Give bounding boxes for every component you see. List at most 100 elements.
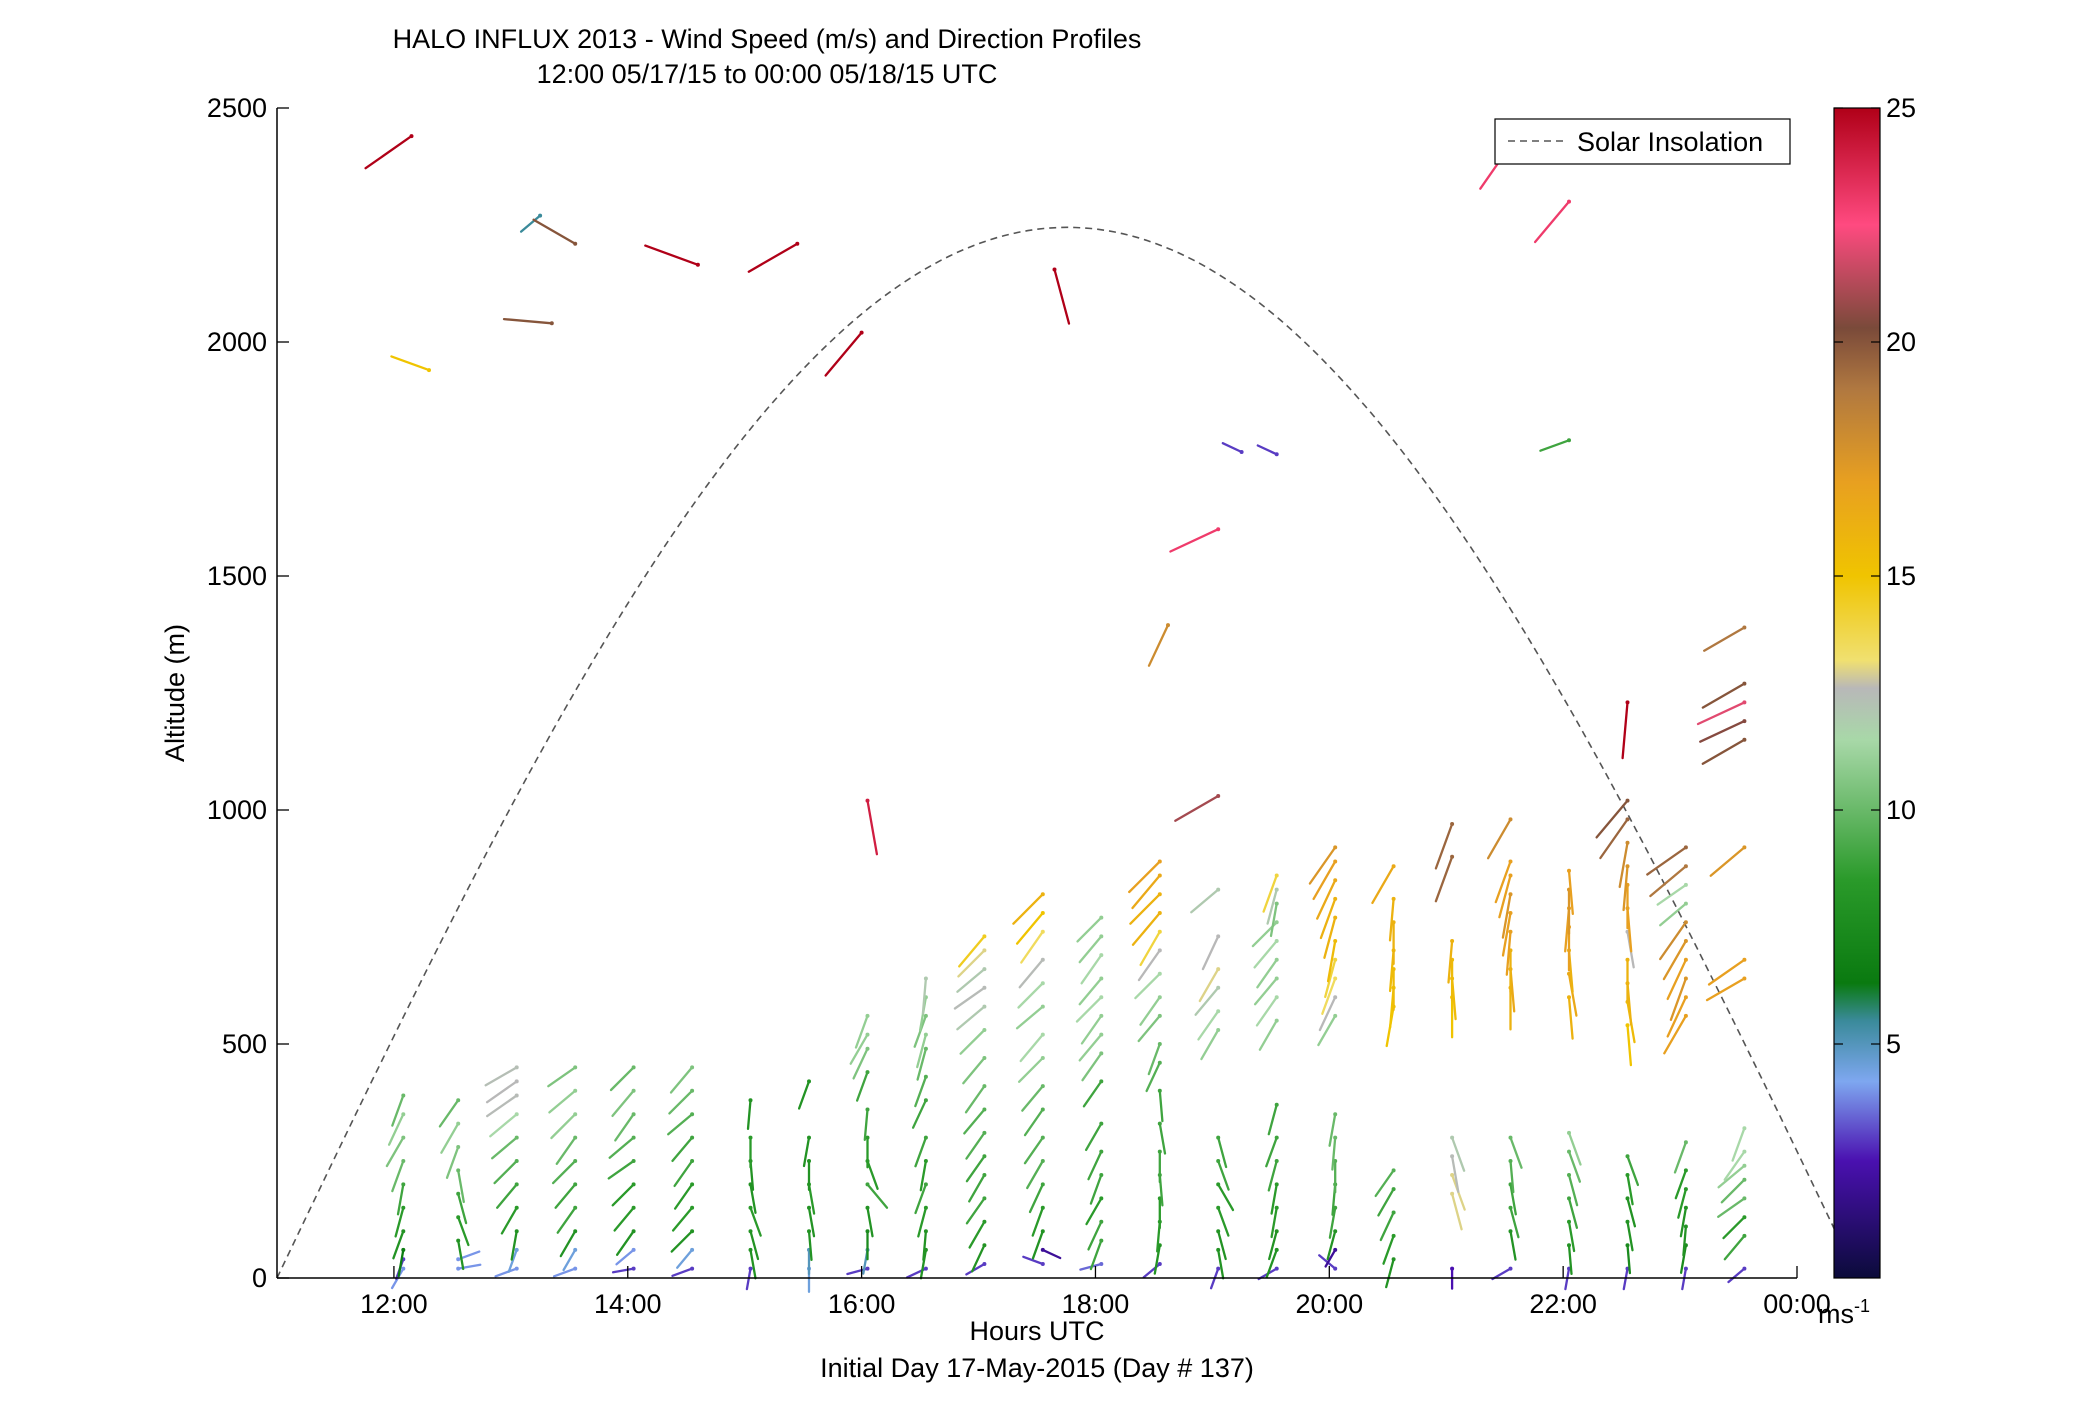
wind-barb-tip <box>1157 995 1162 1000</box>
wind-barb <box>1131 874 1161 910</box>
wind-barb-tip <box>1508 873 1513 878</box>
wind-barb <box>1626 1244 1632 1275</box>
wind-barb <box>1486 818 1512 860</box>
wind-barb <box>500 1206 518 1235</box>
wind-barb-tip <box>690 1112 695 1117</box>
wind-barb-tip <box>631 1205 636 1210</box>
wind-barb <box>1567 1131 1582 1166</box>
y-tick-label: 1500 <box>207 561 267 591</box>
wind-barb-tip <box>456 1098 461 1103</box>
wind-barb <box>1318 996 1337 1032</box>
wind-barb <box>917 1206 928 1238</box>
wind-barb <box>615 1248 635 1266</box>
wind-barb-tip <box>1742 845 1747 850</box>
wind-barb <box>1078 977 1103 1006</box>
y-axis-label: Altitude (m) <box>160 624 190 762</box>
wind-barb <box>1053 268 1071 325</box>
wind-barb <box>1256 444 1278 456</box>
wind-barb <box>1681 1267 1688 1291</box>
wind-barb-tip <box>538 213 543 218</box>
wind-barb-tip <box>631 1182 636 1187</box>
wind-barb <box>1567 1197 1579 1229</box>
wind-barb-tip <box>923 1098 928 1103</box>
wind-barb <box>1015 911 1044 945</box>
wind-barb <box>1567 1173 1579 1207</box>
wind-barb <box>1723 1234 1746 1261</box>
wind-barb-tip <box>1683 920 1688 925</box>
wind-barb-tip <box>1333 845 1338 850</box>
wind-barb-tip <box>1683 1224 1688 1229</box>
wind-barb <box>1128 860 1161 894</box>
wind-barb <box>1323 916 1337 959</box>
wind-barb-tip <box>1157 873 1162 878</box>
wind-barb <box>1266 888 1278 925</box>
wind-barb <box>1324 958 1337 999</box>
wind-barb <box>1308 846 1337 885</box>
wind-barb <box>548 1089 577 1114</box>
wind-barb <box>1567 972 1578 1017</box>
wind-barb <box>749 1248 757 1280</box>
wind-barb <box>1659 921 1688 961</box>
wind-barb <box>1494 860 1512 904</box>
wind-barb <box>1270 1183 1278 1215</box>
wind-barb <box>364 134 413 170</box>
wind-barb <box>551 1159 577 1185</box>
wind-barb <box>1621 701 1629 760</box>
wind-barb-tip <box>1683 1205 1688 1210</box>
wind-barb-tip <box>409 134 414 139</box>
wind-barb <box>1081 1052 1103 1082</box>
wind-barb <box>1137 1014 1161 1043</box>
wind-barb <box>1031 1230 1044 1260</box>
wind-barb-tip <box>1333 1229 1338 1234</box>
wind-barb <box>1268 1230 1278 1261</box>
wind-barb-tip <box>1742 1266 1747 1271</box>
wind-barb-tip <box>573 1159 578 1163</box>
wind-barb-tip <box>1157 859 1162 864</box>
x-axis-ticks: 12:00 14:00 16:00 18:00 20:00 22:00 00:00 <box>360 1266 1831 1319</box>
wind-barb-tip <box>982 1173 987 1177</box>
wind-barb <box>1031 1206 1044 1237</box>
wind-barb-tip <box>807 1079 811 1084</box>
wind-barb-tip <box>1274 1018 1279 1023</box>
wind-barb <box>457 1169 465 1204</box>
wind-barb <box>1028 1183 1044 1214</box>
wind-barb-tip <box>923 1159 928 1163</box>
wind-barb <box>863 1108 869 1141</box>
wind-barb-tip <box>982 934 987 939</box>
wind-barb <box>1131 911 1161 946</box>
wind-barb <box>1255 996 1278 1027</box>
wind-barb-tip <box>1216 1205 1221 1210</box>
wind-barb <box>614 1113 635 1142</box>
wind-barb <box>1158 1089 1164 1123</box>
wind-barb-tip <box>1625 1219 1630 1224</box>
wind-barb-tip <box>1625 1173 1630 1177</box>
colorbar-tick-label: 15 <box>1886 561 1916 591</box>
wind-barb <box>609 1066 635 1092</box>
wind-barb-tip <box>456 1238 461 1243</box>
wind-barb <box>1626 1220 1634 1252</box>
wind-barb <box>391 1159 405 1193</box>
wind-barb <box>1267 1159 1278 1192</box>
wind-barb-tip <box>1216 1247 1221 1252</box>
wind-barb <box>1080 1014 1103 1045</box>
wind-barb-tip <box>1099 1196 1104 1201</box>
wind-barb-tip <box>401 1182 406 1187</box>
wind-barb-tip <box>923 1032 928 1037</box>
chart-title: HALO INFLUX 2013 - Wind Speed (m/s) and … <box>393 24 1142 54</box>
wind-barb <box>866 1183 889 1209</box>
wind-barb-tip <box>1333 1247 1338 1252</box>
wind-barb-tip <box>1625 1243 1630 1248</box>
wind-barb-tip <box>1508 1159 1513 1163</box>
y-axis-ticks: 0 500 1000 1500 2000 2500 <box>207 93 289 1293</box>
wind-barb-tip <box>923 1074 928 1079</box>
wind-barb-tip <box>1040 1084 1045 1089</box>
chart-subtitle: 12:00 05/17/15 to 00:00 05/18/15 UTC <box>537 59 998 89</box>
wind-barb <box>968 1220 986 1249</box>
wind-barb-tip <box>1683 864 1688 869</box>
wind-barb <box>1221 442 1243 454</box>
wind-barb-tip <box>514 1182 519 1187</box>
wind-barb-tip <box>865 1182 870 1187</box>
wind-barb <box>1017 982 1044 1009</box>
wind-barb-tip <box>1274 1135 1279 1140</box>
wind-barb-tip <box>514 1079 519 1084</box>
